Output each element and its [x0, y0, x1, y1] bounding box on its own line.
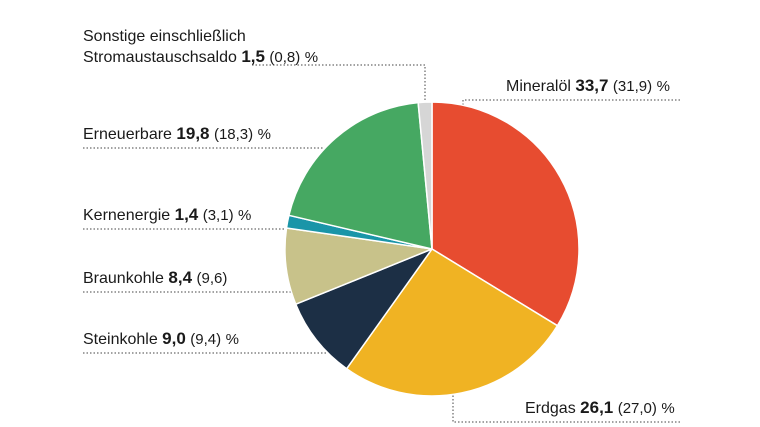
- label-braunkohle-name: Braunkohle: [83, 270, 164, 287]
- label-braunkohle-value: 8,4: [168, 268, 193, 287]
- label-erneuerbare-value: 19,8: [176, 124, 210, 143]
- label-erdgas: Erdgas 26,1 (27,0) %: [525, 398, 675, 419]
- label-erneuerbare-name: Erneuerbare: [83, 126, 172, 143]
- leader-sonstige: [252, 64, 426, 108]
- label-steinkohle-name: Steinkohle: [83, 331, 158, 348]
- label-steinkohle: Steinkohle 9,0 (9,4) %: [83, 329, 239, 350]
- label-steinkohle-value: 9,0: [162, 329, 186, 348]
- label-kernenergie: Kernenergie 1,4 (3,1) %: [83, 205, 251, 226]
- label-kernenergie-value: 1,4: [174, 205, 199, 224]
- label-kernenergie-name: Kernenergie: [83, 207, 171, 224]
- label-sonstige-value: 1,5: [241, 47, 265, 66]
- label-steinkohle-unit: %: [225, 331, 239, 348]
- pie-slice-erneuerbare: [288, 101, 433, 250]
- label-erdgas-unit: %: [661, 400, 675, 417]
- label-erneuerbare-prev: (18,3): [213, 126, 254, 143]
- label-erneuerbare: Erneuerbare 19,8 (18,3) %: [83, 124, 271, 145]
- label-sonstige-line1: Sonstige einschließlich: [83, 28, 246, 45]
- label-erneuerbare-unit: %: [257, 126, 271, 143]
- pie-slice-steinkohle: [295, 248, 433, 370]
- label-erdgas-value: 26,1: [580, 398, 614, 417]
- pie-slice-mineraloel: [431, 101, 580, 327]
- pie-slice-erdgas: [345, 248, 559, 397]
- label-mineraloel: Mineralöl 33,7 (31,9) %: [506, 76, 670, 97]
- label-sonstige-unit: %: [304, 49, 319, 66]
- label-kernenergie-unit: %: [238, 207, 252, 224]
- pie-slices: [284, 101, 580, 397]
- label-erdgas-prev: (27,0): [617, 400, 657, 417]
- label-kernenergie-prev: (3,1): [202, 207, 234, 224]
- label-mineraloel-name: Mineralöl: [506, 78, 571, 95]
- label-braunkohle-prev: (9,6): [196, 270, 228, 287]
- label-sonstige-prev: (0,8): [269, 49, 301, 66]
- pie-slice-sonstige: [417, 101, 433, 250]
- label-mineraloel-value: 33,7: [575, 76, 609, 95]
- label-sonstige-name: Stromaustauschsaldo: [83, 49, 237, 66]
- label-braunkohle: Braunkohle 8,4 (9,6): [83, 268, 227, 289]
- label-steinkohle-prev: (9,4): [190, 331, 222, 348]
- label-sonstige: Sonstige einschließlich Stromaustauschsa…: [83, 27, 318, 68]
- label-erdgas-name: Erdgas: [525, 400, 576, 417]
- label-mineraloel-prev: (31,9): [612, 78, 653, 95]
- label-mineraloel-unit: %: [656, 78, 670, 95]
